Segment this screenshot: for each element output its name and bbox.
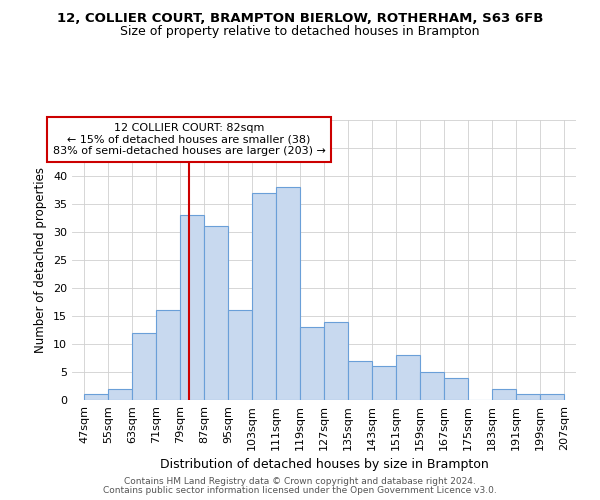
Bar <box>133 333 155 400</box>
Bar <box>157 310 179 400</box>
Bar <box>517 394 539 400</box>
Bar <box>109 389 131 400</box>
Text: Contains public sector information licensed under the Open Government Licence v3: Contains public sector information licen… <box>103 486 497 495</box>
Bar <box>445 378 467 400</box>
Bar <box>421 372 443 400</box>
Text: Size of property relative to detached houses in Brampton: Size of property relative to detached ho… <box>120 25 480 38</box>
Bar <box>85 394 107 400</box>
Bar <box>397 355 419 400</box>
Bar <box>541 394 563 400</box>
Bar <box>373 366 395 400</box>
Text: 12, COLLIER COURT, BRAMPTON BIERLOW, ROTHERHAM, S63 6FB: 12, COLLIER COURT, BRAMPTON BIERLOW, ROT… <box>57 12 543 26</box>
Text: Contains HM Land Registry data © Crown copyright and database right 2024.: Contains HM Land Registry data © Crown c… <box>124 477 476 486</box>
Bar <box>277 187 299 400</box>
Bar <box>229 310 251 400</box>
Text: 12 COLLIER COURT: 82sqm
← 15% of detached houses are smaller (38)
83% of semi-de: 12 COLLIER COURT: 82sqm ← 15% of detache… <box>53 123 325 156</box>
X-axis label: Distribution of detached houses by size in Brampton: Distribution of detached houses by size … <box>160 458 488 471</box>
Bar <box>301 327 323 400</box>
Bar <box>253 193 275 400</box>
Bar <box>493 389 515 400</box>
Bar <box>181 215 203 400</box>
Bar <box>349 361 371 400</box>
Y-axis label: Number of detached properties: Number of detached properties <box>34 167 47 353</box>
Bar <box>205 226 227 400</box>
Bar <box>325 322 347 400</box>
